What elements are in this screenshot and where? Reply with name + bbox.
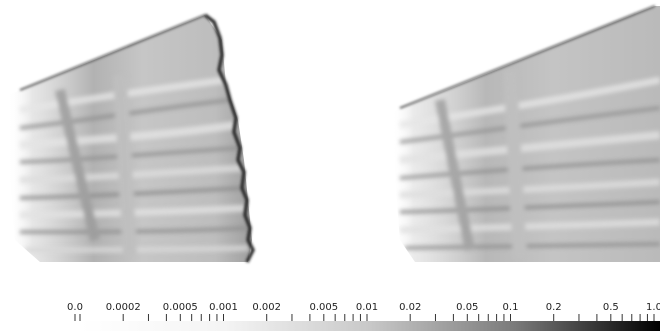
- colorbar-tick-label: 0.5: [603, 302, 619, 313]
- colorbar-tick-label: 0.002: [252, 302, 281, 313]
- colorbar-tick-label: 1.0: [646, 302, 660, 313]
- colorbar-tick-label: 0.2: [546, 302, 562, 313]
- colorbar-tick-label: 0.02: [399, 302, 421, 313]
- left-flow-region: [8, 13, 255, 263]
- colorbar-tick-label: 0.0: [67, 302, 83, 313]
- colorbar-tick-label: 0.05: [456, 302, 478, 313]
- colorbar-tick-label: 0.001: [209, 302, 238, 313]
- colorbar-gradient: [80, 321, 660, 331]
- colorbar-tick-label: 0.01: [356, 302, 378, 313]
- right-flow-region: [392, 5, 660, 263]
- colorbar-tick-label: 0.0005: [163, 302, 198, 313]
- colorbar-tick-label: 0.1: [503, 302, 519, 313]
- colorbar-tick-label: 0.0002: [106, 302, 141, 313]
- colorbar-tick-label: 0.005: [309, 302, 338, 313]
- colorbar: 0.0 0.0002 0.0005 0.001 0.002 0.005 0.01 0.02 0.…: [67, 302, 660, 331]
